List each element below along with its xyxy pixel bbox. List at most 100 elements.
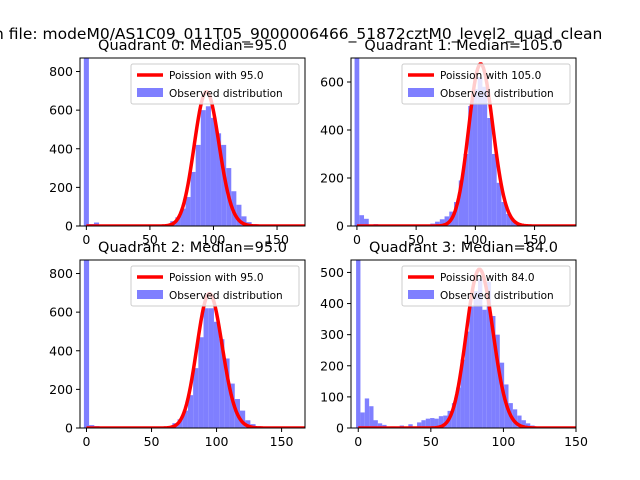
y-tick-label: 100 bbox=[320, 389, 344, 404]
histogram-bar bbox=[456, 387, 461, 428]
histogram-bar bbox=[213, 321, 220, 428]
x-tick-label: 50 bbox=[144, 434, 160, 449]
x-tick-label: 100 bbox=[202, 232, 226, 247]
histogram-bar bbox=[438, 416, 444, 428]
histogram-bar bbox=[434, 418, 439, 428]
histogram-bar bbox=[451, 403, 457, 428]
histogram bbox=[83, 260, 266, 428]
y-tick-label: 400 bbox=[320, 296, 344, 311]
histogram-bar bbox=[491, 316, 496, 428]
histogram bbox=[354, 58, 526, 226]
histogram-bar bbox=[180, 208, 186, 226]
histogram-bar bbox=[473, 291, 479, 428]
histogram-bar bbox=[175, 217, 181, 226]
y-tick-label: 200 bbox=[49, 382, 73, 397]
histogram-bar bbox=[454, 202, 459, 226]
x-tick-label: 0 bbox=[353, 232, 361, 247]
subplot-title: Quadrant 2: Median=95.0 bbox=[98, 240, 287, 256]
axes-frame bbox=[350, 57, 577, 227]
legend-label-observed: Observed distribution bbox=[169, 290, 283, 302]
axes-frame bbox=[350, 259, 577, 429]
legend: Poission with 95.0 Observed distribution bbox=[130, 63, 300, 105]
histogram-bar bbox=[356, 260, 361, 428]
histogram-bar bbox=[177, 419, 183, 428]
x-tick-label: 150 bbox=[270, 434, 294, 449]
histogram-bar bbox=[501, 202, 507, 226]
y-tick-label: 300 bbox=[320, 327, 344, 342]
histogram-bar bbox=[205, 106, 211, 226]
legend-hist-swatch bbox=[137, 290, 163, 299]
histogram-bar bbox=[203, 308, 209, 428]
histogram-bar bbox=[354, 58, 360, 226]
legend-hist-swatch bbox=[408, 88, 434, 97]
histogram-bar bbox=[464, 331, 470, 428]
x-tick-label: 0 bbox=[82, 232, 90, 247]
subplot-title: Quadrant 0: Median=95.0 bbox=[98, 38, 287, 54]
histogram-bar bbox=[496, 182, 502, 226]
subplot-quadrant-3: Quadrant 3: Median=84.0 0 50 100 150 0 100 200 3… bbox=[320, 240, 588, 449]
histogram-bar bbox=[482, 86, 488, 226]
histogram-bar bbox=[373, 420, 378, 428]
legend-box bbox=[130, 63, 300, 105]
legend: Poission with 105.0 Observed distribution bbox=[401, 63, 571, 105]
histogram-bar bbox=[487, 118, 492, 226]
histogram-bar bbox=[241, 216, 247, 226]
histogram-bar bbox=[478, 278, 483, 428]
legend-hist-swatch bbox=[408, 290, 434, 299]
y-tick-label: 400 bbox=[49, 343, 73, 358]
legend-box bbox=[401, 63, 571, 105]
histogram-bar bbox=[239, 410, 246, 428]
y-tick-label: 600 bbox=[320, 75, 344, 90]
histogram-bar bbox=[444, 216, 450, 226]
histogram-bar bbox=[187, 395, 194, 428]
histogram-bar bbox=[364, 398, 370, 428]
histogram-bar bbox=[421, 420, 426, 428]
histogram-bar bbox=[512, 409, 518, 428]
legend-label-poisson: Poission with 95.0 bbox=[169, 272, 264, 284]
y-tick-label: 0 bbox=[336, 421, 344, 436]
subplot-title: Quadrant 1: Median=105.0 bbox=[364, 38, 562, 54]
legend-label-poisson: Poission with 95.0 bbox=[169, 70, 264, 82]
histogram-bar bbox=[190, 171, 196, 226]
histogram-bar bbox=[460, 359, 465, 428]
legend: Poission with 95.0 Observed distribution bbox=[130, 265, 300, 307]
legend-hist-swatch bbox=[137, 88, 163, 97]
legend-box bbox=[401, 265, 571, 307]
x-tick-label: 100 bbox=[491, 434, 515, 449]
histogram-bar bbox=[182, 410, 188, 428]
legend-label-poisson: Poission with 84.0 bbox=[440, 272, 535, 284]
x-tick-label: 50 bbox=[423, 434, 439, 449]
histogram-bar bbox=[360, 412, 365, 428]
histogram-bar bbox=[517, 415, 522, 428]
y-tick-label: 400 bbox=[320, 123, 344, 138]
histogram-bar bbox=[491, 154, 497, 226]
x-tick-label: 150 bbox=[564, 434, 588, 449]
y-tick-label: 800 bbox=[49, 64, 73, 79]
y-tick-label: 800 bbox=[49, 266, 73, 281]
histogram-bar bbox=[210, 117, 217, 226]
histogram bbox=[356, 260, 544, 428]
histogram-bar bbox=[198, 337, 204, 428]
histogram-bar bbox=[83, 260, 90, 428]
subplot-title: Quadrant 3: Median=84.0 bbox=[369, 240, 558, 256]
subplot-grid: Quadrant 0: Median=95.0 0 50 100 150 0 200 400 6… bbox=[49, 38, 588, 449]
subplot-quadrant-2: Quadrant 2: Median=95.0 0 50 100 150 0 200 400 6… bbox=[49, 240, 306, 449]
histogram-bar bbox=[425, 418, 431, 428]
legend-label-poisson: Poission with 105.0 bbox=[440, 70, 541, 82]
histogram-bar bbox=[435, 221, 440, 226]
histogram-bar bbox=[472, 89, 478, 226]
histogram-bar bbox=[525, 423, 531, 428]
legend-label-observed: Observed distribution bbox=[440, 88, 554, 100]
histogram-bar bbox=[185, 197, 191, 226]
histogram-bar bbox=[468, 106, 473, 226]
y-tick-label: 400 bbox=[49, 141, 73, 156]
histogram-bar bbox=[83, 58, 89, 226]
y-tick-label: 0 bbox=[65, 219, 73, 234]
histogram-bar bbox=[229, 383, 235, 428]
histogram-bar bbox=[193, 368, 199, 428]
legend-box bbox=[130, 265, 300, 307]
subplot-quadrant-1: Quadrant 1: Median=105.0 0 50 100 150 0 200 400… bbox=[320, 38, 577, 247]
histogram-bar bbox=[195, 144, 201, 226]
y-tick-label: 600 bbox=[49, 305, 73, 320]
y-tick-label: 200 bbox=[49, 180, 73, 195]
